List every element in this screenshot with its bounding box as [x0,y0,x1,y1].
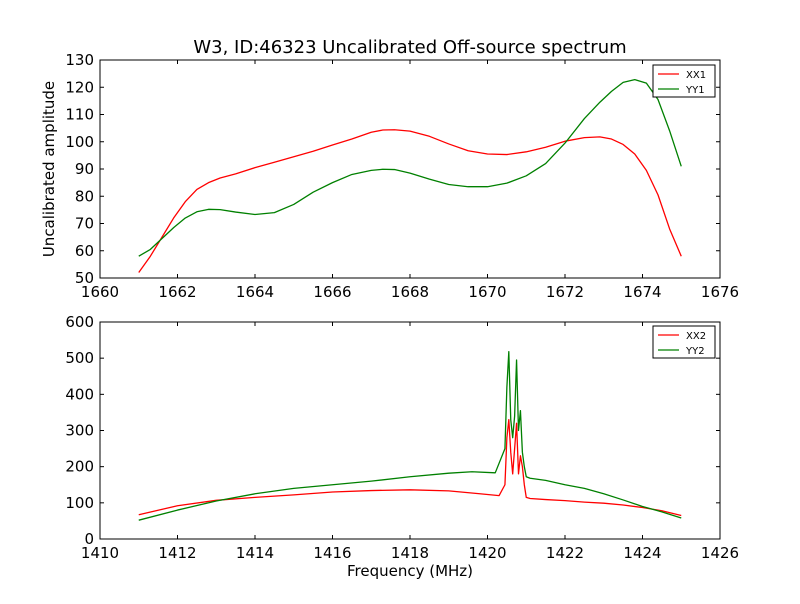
top-y-tick-label: 120 [65,78,94,96]
top-y-tick-label: 90 [75,160,94,178]
top-legend-label-xx1: XX1 [686,70,706,81]
bottom-y-tick-label: 600 [65,313,94,331]
bottom-x-tick-label: 1416 [313,544,351,562]
top-y-tick-label: 70 [75,215,94,233]
bottom-series-line-yy2 [138,351,682,521]
top-y-tick-label: 80 [75,187,94,205]
bottom-y-tick-label: 300 [65,422,94,440]
bottom-legend-label-xx2: XX2 [686,331,706,342]
top-y-tick-label: 110 [65,106,94,124]
top-series-line-xx1 [138,129,682,273]
bottom-y-tick-label: 400 [65,385,94,403]
top-y-tick-label: 60 [75,242,94,260]
top-x-tick-label: 1660 [81,283,119,301]
top-x-tick-label: 1674 [623,283,661,301]
bottom-series-line-xx2 [138,418,682,517]
bottom-y-tick-label: 500 [65,349,94,367]
top-y-tick-label: 50 [75,269,94,287]
top-plot-panel: 1660 1662 1664 1666 1668 1670 1672 1674 1676 50 60… [40,51,739,301]
bottom-x-tick-label: 1412 [158,544,196,562]
top-x-tick-label: 1670 [468,283,506,301]
bottom-x-tick-label: 1420 [468,544,506,562]
top-x-tick-label: 1672 [546,283,584,301]
figure-title: W3, ID:46323 Uncalibrated Off-source spe… [193,37,626,58]
bottom-x-tick-label: 1414 [236,544,274,562]
bottom-x-tick-label: 1424 [623,544,661,562]
top-legend-box [652,64,716,98]
bottom-plot-panel: 1410 1412 1414 1416 1418 1420 1422 1424 1426 0 100… [65,313,739,580]
top-x-tick-label: 1664 [236,283,274,301]
top-x-tick-label: 1676 [701,283,739,301]
top-legend-label-yy1: YY1 [685,85,705,96]
bottom-x-tick-label: 1426 [701,544,739,562]
bottom-y-tick-label: 100 [65,494,94,512]
top-y-tick-label: 100 [65,133,94,151]
top-x-tick-label: 1666 [313,283,351,301]
top-series-line-yy1 [138,78,682,257]
bottom-y-tick-label: 0 [84,530,94,548]
top-y-tick-label: 130 [65,51,94,69]
top-y-axis-label: Uncalibrated amplitude [40,81,58,257]
bottom-y-tick-label: 200 [65,458,94,476]
bottom-legend-label-yy2: YY2 [685,346,705,357]
top-x-tick-label: 1662 [158,283,196,301]
bottom-x-tick-label: 1422 [546,544,584,562]
bottom-x-axis-label: Frequency (MHz) [347,562,473,580]
top-x-tick-label: 1668 [391,283,429,301]
bottom-legend-box [652,325,716,359]
bottom-x-tick-label: 1418 [391,544,429,562]
bottom-x-tick-label: 1410 [81,544,119,562]
